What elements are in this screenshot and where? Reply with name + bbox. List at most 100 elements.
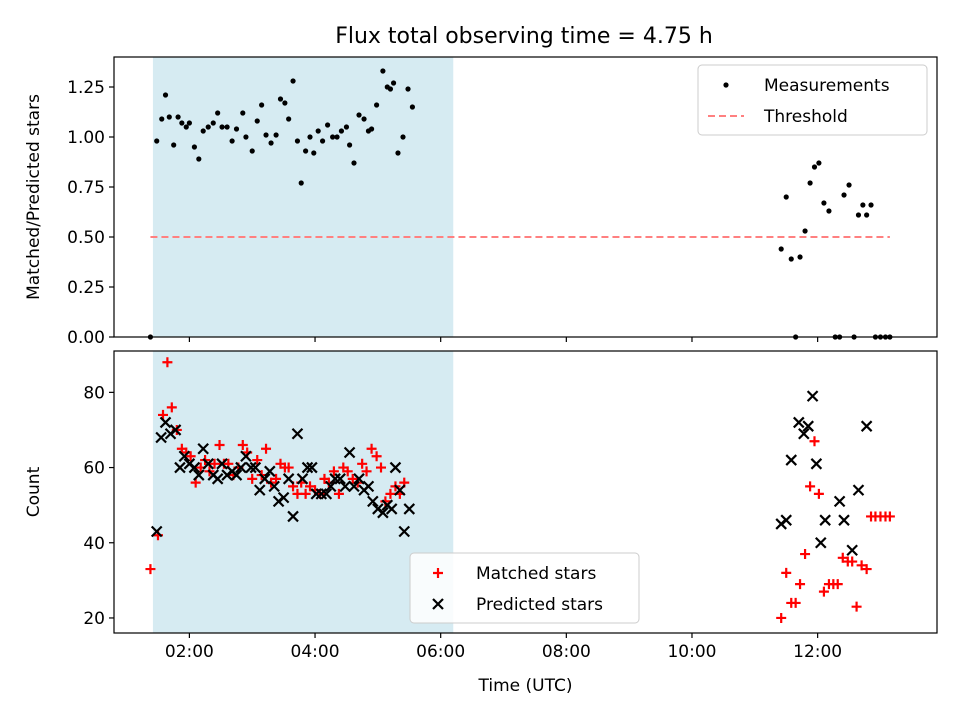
legend-x-swatch	[432, 598, 444, 610]
legend-box	[409, 552, 640, 624]
predicted-star-marker	[277, 491, 290, 504]
matched-star-marker	[805, 481, 816, 492]
matched-star-marker	[305, 481, 316, 492]
predicted-star-marker	[339, 480, 351, 493]
legend-label: Measurements	[764, 76, 890, 96]
y-tick-label: 1.25	[67, 78, 105, 98]
data-point	[298, 180, 304, 186]
data-point	[343, 124, 350, 130]
matched-star-marker	[371, 451, 382, 462]
data-point	[409, 104, 416, 110]
matched-star-marker	[813, 488, 824, 499]
data-point	[361, 116, 367, 122]
predicted-star-marker	[178, 450, 191, 463]
predicted-star-marker	[403, 503, 416, 515]
matched-star-marker	[357, 458, 368, 469]
data-point	[294, 138, 301, 144]
x-tick-label: 10:00	[667, 642, 716, 662]
data-point	[303, 148, 309, 154]
matched-star-marker	[385, 488, 396, 499]
predicted-star-marker	[385, 503, 398, 515]
predicted-star-marker	[329, 473, 341, 485]
predicted-star-marker	[798, 427, 810, 440]
predicted-star-marker	[202, 458, 215, 470]
data-point	[802, 228, 808, 234]
matched-star-marker	[776, 612, 787, 623]
data-point	[191, 144, 198, 150]
matched-star-marker	[300, 488, 311, 499]
predicted-star-marker	[249, 461, 262, 474]
matched-star-marker	[237, 440, 248, 450]
data-point	[254, 118, 260, 124]
y-tick-label: 80	[83, 383, 105, 403]
x-tick-label: 06:00	[416, 642, 465, 662]
data-point	[263, 132, 269, 138]
series-predicted-stars	[150, 390, 873, 557]
data-point	[334, 134, 340, 140]
data-point	[860, 202, 866, 208]
matched-star-marker	[209, 458, 220, 469]
data-point	[783, 194, 789, 200]
predicted-star-marker	[188, 461, 201, 474]
predicted-star-marker	[334, 473, 346, 485]
matched-star-marker	[861, 564, 872, 575]
predicted-star-marker	[860, 420, 873, 432]
y-tick-label: 1.00	[67, 128, 105, 148]
matched-star-marker	[145, 564, 156, 575]
data-point	[268, 140, 274, 146]
matched-star-marker	[795, 579, 806, 590]
data-point	[186, 120, 192, 126]
x-tick-label: 02:00	[165, 642, 214, 662]
matched-star-marker	[252, 455, 263, 466]
predicted-star-marker	[377, 506, 389, 519]
predicted-star-marker	[174, 461, 186, 474]
data-point	[797, 254, 803, 260]
data-point	[259, 102, 265, 108]
y-tick-label: 0.75	[67, 178, 105, 198]
matched-star-marker	[884, 511, 895, 522]
predicted-star-marker	[193, 469, 205, 481]
data-point	[229, 138, 235, 144]
matched-star-marker	[328, 466, 339, 477]
matched-star-marker	[366, 443, 377, 454]
predicted-star-marker	[814, 536, 827, 549]
data-point	[154, 138, 160, 144]
predicted-star-marker	[197, 442, 209, 455]
data-point	[368, 126, 375, 132]
data-point	[821, 200, 827, 206]
predicted-star-marker	[268, 480, 280, 493]
legend: Measurements Threshold	[697, 64, 928, 136]
data-point	[233, 126, 240, 132]
data-point	[249, 148, 255, 154]
data-point	[387, 86, 394, 92]
matched-star-marker	[832, 579, 843, 590]
data-point	[356, 112, 362, 118]
predicted-star-marker	[259, 473, 271, 485]
x-tick-label: 04:00	[291, 642, 340, 662]
predicted-star-marker	[780, 514, 792, 526]
predicted-star-marker	[838, 514, 850, 526]
data-point	[171, 142, 177, 148]
data-point	[380, 68, 386, 74]
matched-star-marker	[247, 473, 258, 484]
matched-star-marker	[781, 567, 792, 578]
matched-star-marker	[333, 488, 344, 499]
predicted-star-marker	[343, 446, 356, 459]
legend-box	[697, 64, 928, 136]
predicted-star-marker	[394, 484, 406, 496]
legend: Matched stars Predicted stars	[409, 552, 640, 624]
axes-frame	[113, 56, 938, 338]
data-point	[846, 182, 852, 188]
predicted-star-marker	[282, 473, 295, 485]
predicted-star-marker	[348, 480, 360, 493]
predicted-star-marker	[367, 495, 379, 508]
data-point	[311, 150, 317, 156]
data-point	[273, 132, 279, 138]
predicted-star-marker	[240, 450, 252, 463]
predicted-star-marker	[235, 461, 247, 474]
predicted-star-marker	[159, 416, 172, 429]
data-point	[807, 180, 813, 186]
data-point	[788, 256, 794, 262]
matched-star-marker	[376, 462, 387, 473]
predicted-star-marker	[389, 461, 402, 474]
